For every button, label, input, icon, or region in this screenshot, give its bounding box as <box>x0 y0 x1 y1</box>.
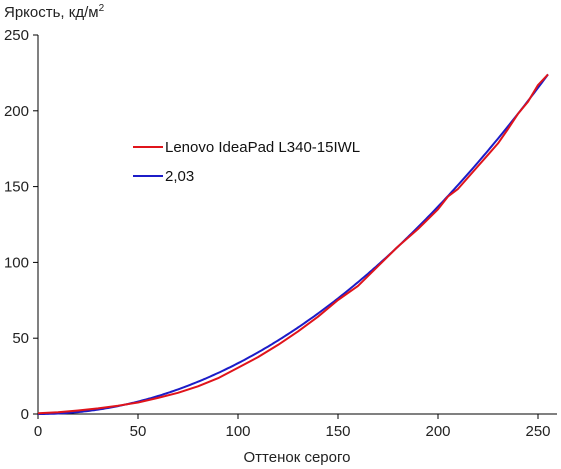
x-tick-label: 150 <box>325 423 350 440</box>
y-tick-label: 50 <box>12 330 29 347</box>
y-axis-label-text: Яркость, кд/м <box>4 4 99 21</box>
legend: Lenovo IdeaPad L340-15IWL 2,03 <box>133 139 360 185</box>
series-line-gamma <box>38 73 549 415</box>
axes <box>37 35 557 415</box>
series-line-lenovo <box>37 73 549 415</box>
x-tick-label: 250 <box>525 423 550 440</box>
y-tick-label: 0 <box>21 406 29 423</box>
x-tick-label: 0 <box>34 423 42 440</box>
x-tick-label: 50 <box>130 423 147 440</box>
x-axis-label: Оттенок серого <box>244 449 351 466</box>
y-axis-label-superscript: 2 <box>99 3 105 14</box>
y-tick-label: 100 <box>4 254 29 271</box>
y-tick-label: 200 <box>4 103 29 120</box>
ticks: 0 50 100 150 200 250 0 50 100 150 200 250 <box>4 27 551 440</box>
x-tick-label: 100 <box>225 423 250 440</box>
series-layer <box>37 73 549 415</box>
y-tick-label: 250 <box>4 27 29 44</box>
legend-label-lenovo: Lenovo IdeaPad L340-15IWL <box>165 139 360 156</box>
legend-label-gamma: 2,03 <box>165 168 194 185</box>
x-tick-label: 200 <box>425 423 450 440</box>
y-tick-label: 150 <box>4 179 29 196</box>
y-axis-label: Яркость, кд/м2 <box>4 3 105 21</box>
